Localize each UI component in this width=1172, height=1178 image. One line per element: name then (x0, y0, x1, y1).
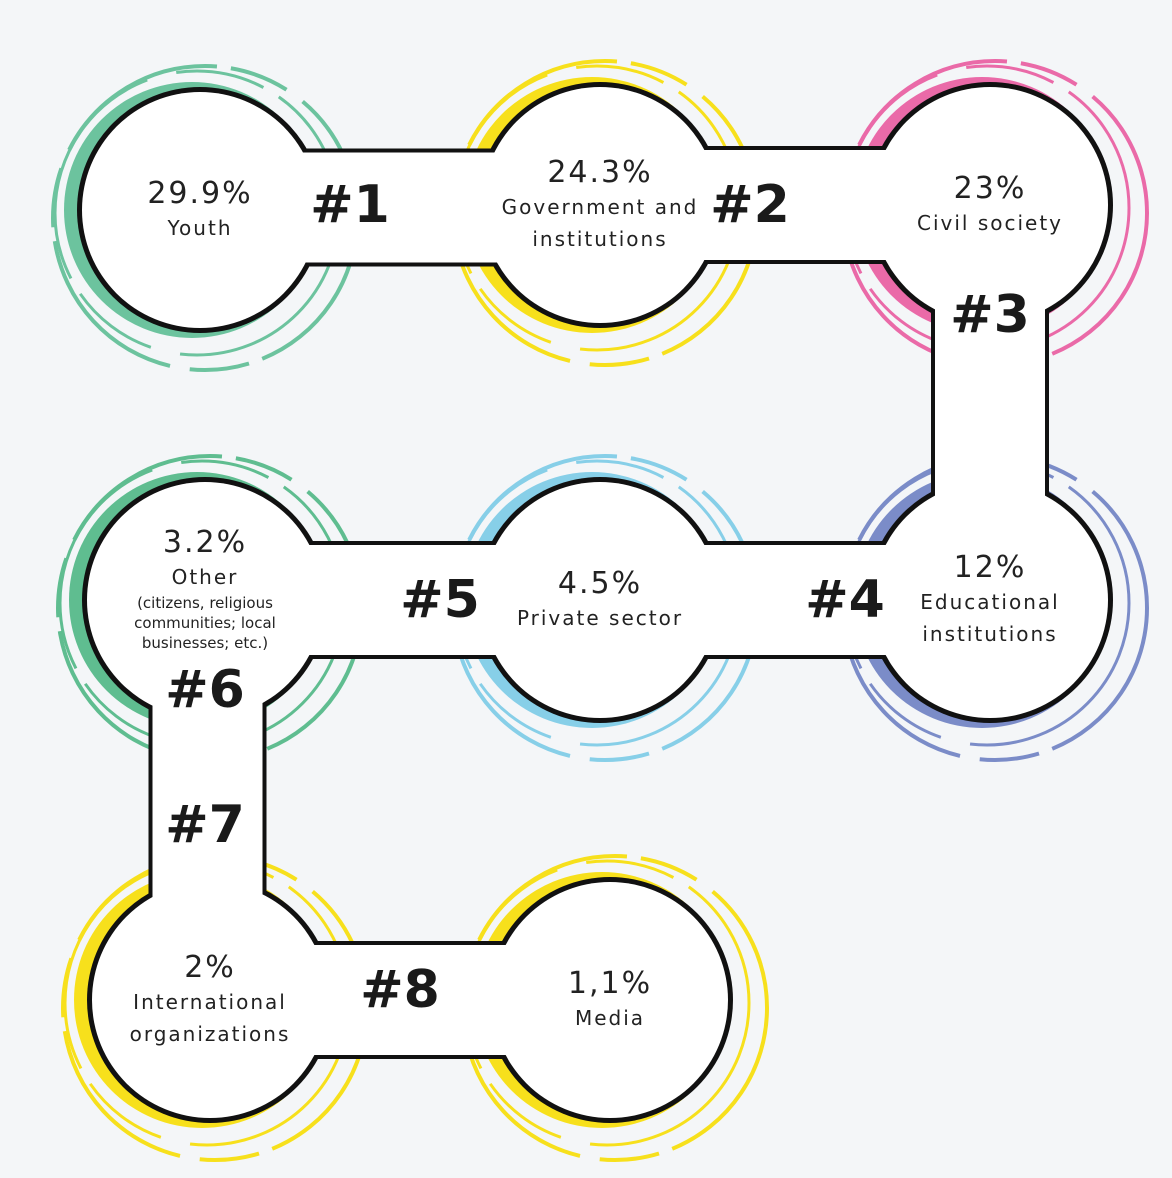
rank-label: #8 (340, 960, 460, 1020)
rank-label: #2 (690, 175, 810, 235)
rank-label: #5 (380, 570, 500, 630)
label: Media (510, 1002, 710, 1034)
node-text: 4.5%Private sector (500, 566, 700, 634)
rank-label: #4 (785, 570, 905, 630)
infographic: 29.9%Youth#1 24.3%Government and institut… (0, 0, 1172, 1178)
label: Educational institutions (890, 586, 1090, 650)
label: Private sector (500, 602, 700, 634)
note: (citizens, religious communities; local … (125, 593, 285, 653)
node-text: 24.3%Government and institutions (500, 155, 700, 255)
value: 29.9% (100, 176, 300, 212)
node-text: 1,1%Media (510, 966, 710, 1034)
label: Other (95, 561, 315, 593)
value: 2% (110, 950, 310, 986)
node-text: 23%Civil society (890, 171, 1090, 239)
node-text: 2%International organizations (110, 950, 310, 1050)
rank-label: #7 (145, 795, 265, 855)
value: 3.2% (95, 525, 315, 561)
value: 23% (890, 171, 1090, 207)
value: 24.3% (500, 155, 700, 191)
value: 4.5% (500, 566, 700, 602)
node-text: 3.2%Other(citizens, religious communitie… (95, 525, 315, 653)
label: Government and institutions (500, 191, 700, 255)
node-text: 29.9%Youth (100, 176, 300, 244)
label: International organizations (110, 986, 310, 1050)
label: Youth (100, 212, 300, 244)
node-text: 12%Educational institutions (890, 550, 1090, 650)
label: Civil society (890, 207, 1090, 239)
rank-label: #1 (290, 175, 410, 235)
value: 12% (890, 550, 1090, 586)
value: 1,1% (510, 966, 710, 1002)
rank-label: #6 (145, 660, 265, 720)
rank-label: #3 (930, 285, 1050, 345)
